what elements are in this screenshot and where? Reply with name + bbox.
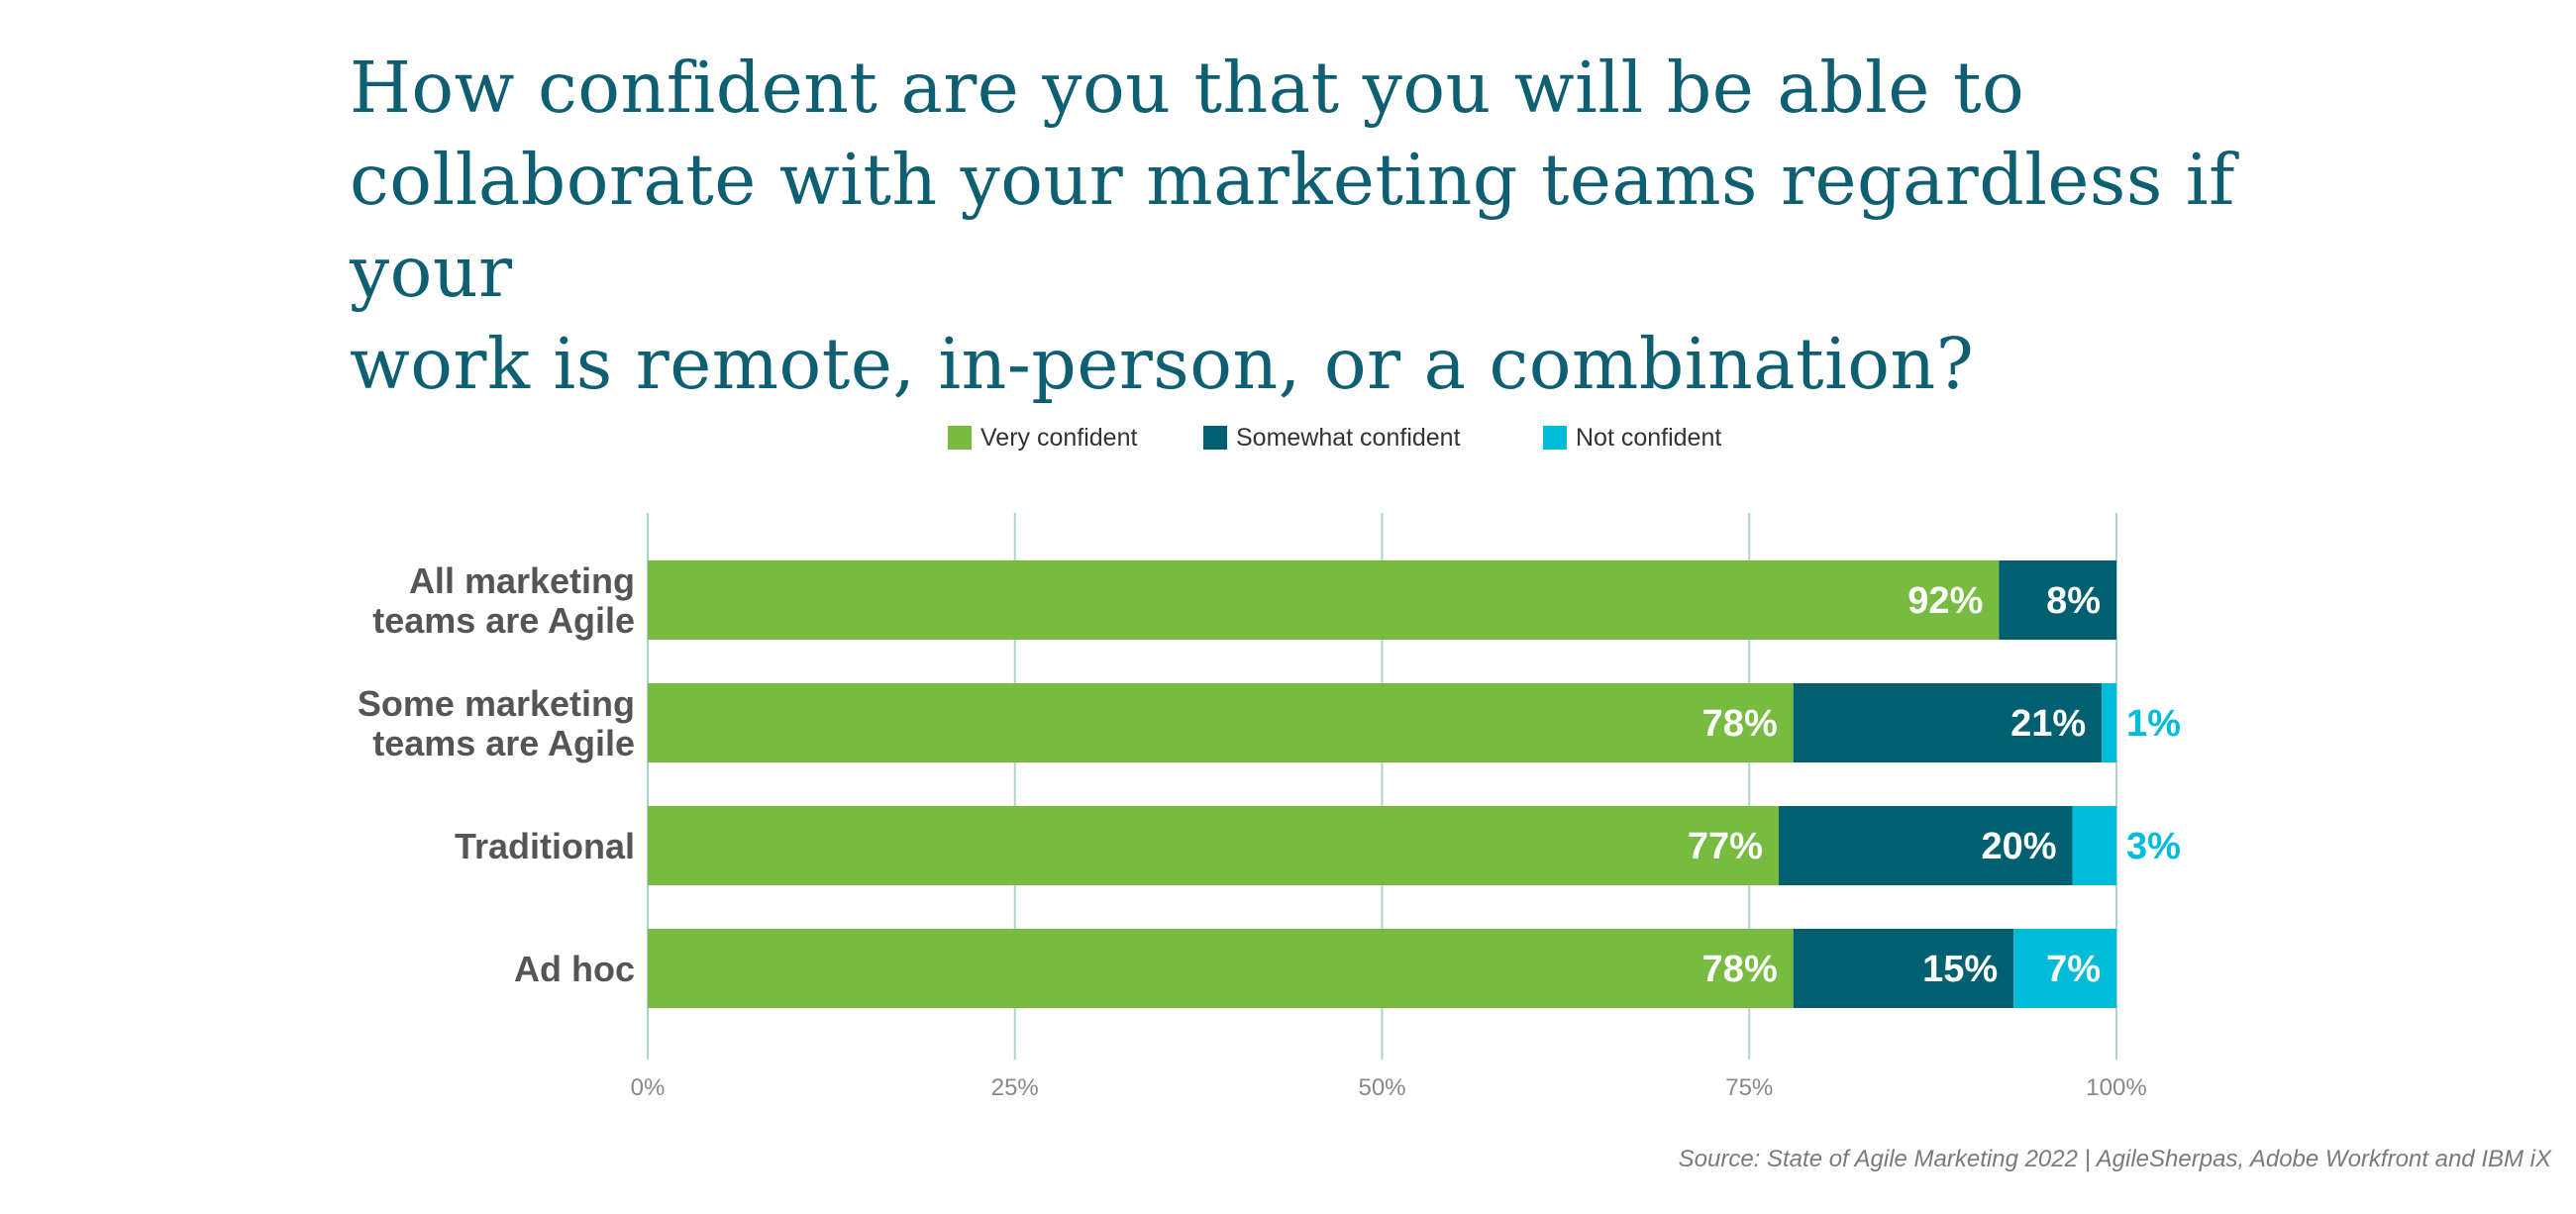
bar-2-1	[1778, 806, 2073, 885]
x-tick-label-3: 75%	[1725, 1074, 1773, 1101]
category-label-1-0: Some marketing	[358, 683, 635, 724]
data-label-3-2: 7%	[2046, 949, 2101, 990]
chart-source: Source: State of Agile Marketing 2022 | …	[1678, 1146, 2551, 1172]
bar-1-2	[2102, 683, 2116, 762]
data-label-1-1: 21%	[2010, 703, 2086, 745]
chart-title: How confident are you that you will be a…	[350, 42, 2380, 410]
data-label-0-0: 92%	[1907, 580, 1983, 622]
chart-title-line-3: work is remote, in-person, or a combinat…	[350, 323, 1975, 405]
data-label-3-0: 78%	[1702, 949, 1778, 990]
bar-3-1	[1793, 929, 2014, 1008]
data-label-2-0: 77%	[1688, 826, 1763, 867]
x-tick-label-0: 0%	[631, 1074, 666, 1101]
legend-label-very-confident: Very confident	[980, 424, 1138, 452]
bar-3-0	[648, 929, 1794, 1008]
bar-2-2	[2072, 806, 2116, 885]
x-tick-label-4: 100%	[2086, 1074, 2146, 1101]
bar-1-0	[648, 683, 1794, 762]
bar-0-1	[1999, 560, 2116, 640]
data-label-2-2: 3%	[2126, 826, 2181, 867]
category-label-1-1: teams are Agile	[372, 723, 635, 763]
x-tick-label-1: 25%	[991, 1074, 1039, 1101]
data-label-2-1: 20%	[1981, 826, 2056, 867]
legend-swatch-somewhat-confident	[1203, 426, 1227, 450]
bar-0-0	[648, 560, 2000, 640]
category-label-0-1: teams are Agile	[372, 600, 635, 641]
legend-swatch-not-confident	[1543, 426, 1567, 450]
chart-title-line-1: How confident are you that you will be a…	[350, 47, 2025, 129]
bar-2-0	[648, 806, 1779, 885]
data-label-0-1: 8%	[2046, 580, 2101, 622]
data-label-1-2: 1%	[2126, 703, 2181, 745]
legend-label-somewhat-confident: Somewhat confident	[1236, 424, 1461, 452]
data-label-3-1: 15%	[1922, 949, 1998, 990]
category-label-0-0: All marketing	[409, 560, 635, 601]
bar-3-2	[2013, 929, 2116, 1008]
chart-title-line-2: collaborate with your marketing teams re…	[350, 139, 2235, 313]
data-label-1-0: 78%	[1702, 703, 1778, 745]
legend-label-not-confident: Not confident	[1576, 424, 1722, 452]
x-tick-label-2: 50%	[1358, 1074, 1405, 1101]
category-label-3-0: Ad hoc	[514, 949, 635, 989]
bar-1-1	[1793, 683, 2103, 762]
legend-swatch-very-confident	[948, 426, 972, 450]
category-label-2-0: Traditional	[455, 826, 635, 866]
